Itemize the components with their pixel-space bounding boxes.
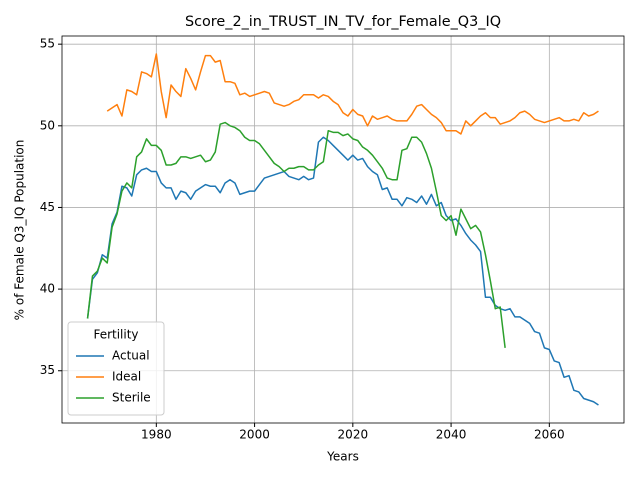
x-tick-label: 2040 (436, 428, 467, 442)
y-axis-label: % of Female Q3_IQ Population (13, 140, 27, 321)
legend: Fertility Actual Ideal Sterile (67, 321, 165, 416)
legend-label: Ideal (112, 370, 141, 384)
y-tick-label: 55 (40, 37, 55, 51)
x-tick-label: 1980 (141, 428, 172, 442)
legend-box (67, 321, 165, 416)
chart-title: Score_2_in_TRUST_IN_TV_for_Female_Q3_IQ (185, 14, 501, 30)
line-series (86, 121, 506, 348)
line-series (106, 53, 599, 135)
plot-frame (61, 35, 625, 424)
line-series (86, 136, 599, 406)
x-tick-label: 2060 (534, 428, 565, 442)
x-tick-label: 2020 (338, 428, 369, 442)
y-tick-label: 35 (40, 363, 55, 377)
y-tick-label: 45 (40, 200, 55, 214)
legend-label: Actual (112, 349, 150, 363)
legend-title: Fertility (93, 328, 138, 342)
legend-label: Sterile (112, 391, 151, 405)
y-tick-label: 40 (40, 282, 55, 296)
x-axis-label: Years (326, 450, 359, 464)
x-tick-label: 2000 (239, 428, 270, 442)
y-tick-label: 50 (40, 118, 55, 132)
